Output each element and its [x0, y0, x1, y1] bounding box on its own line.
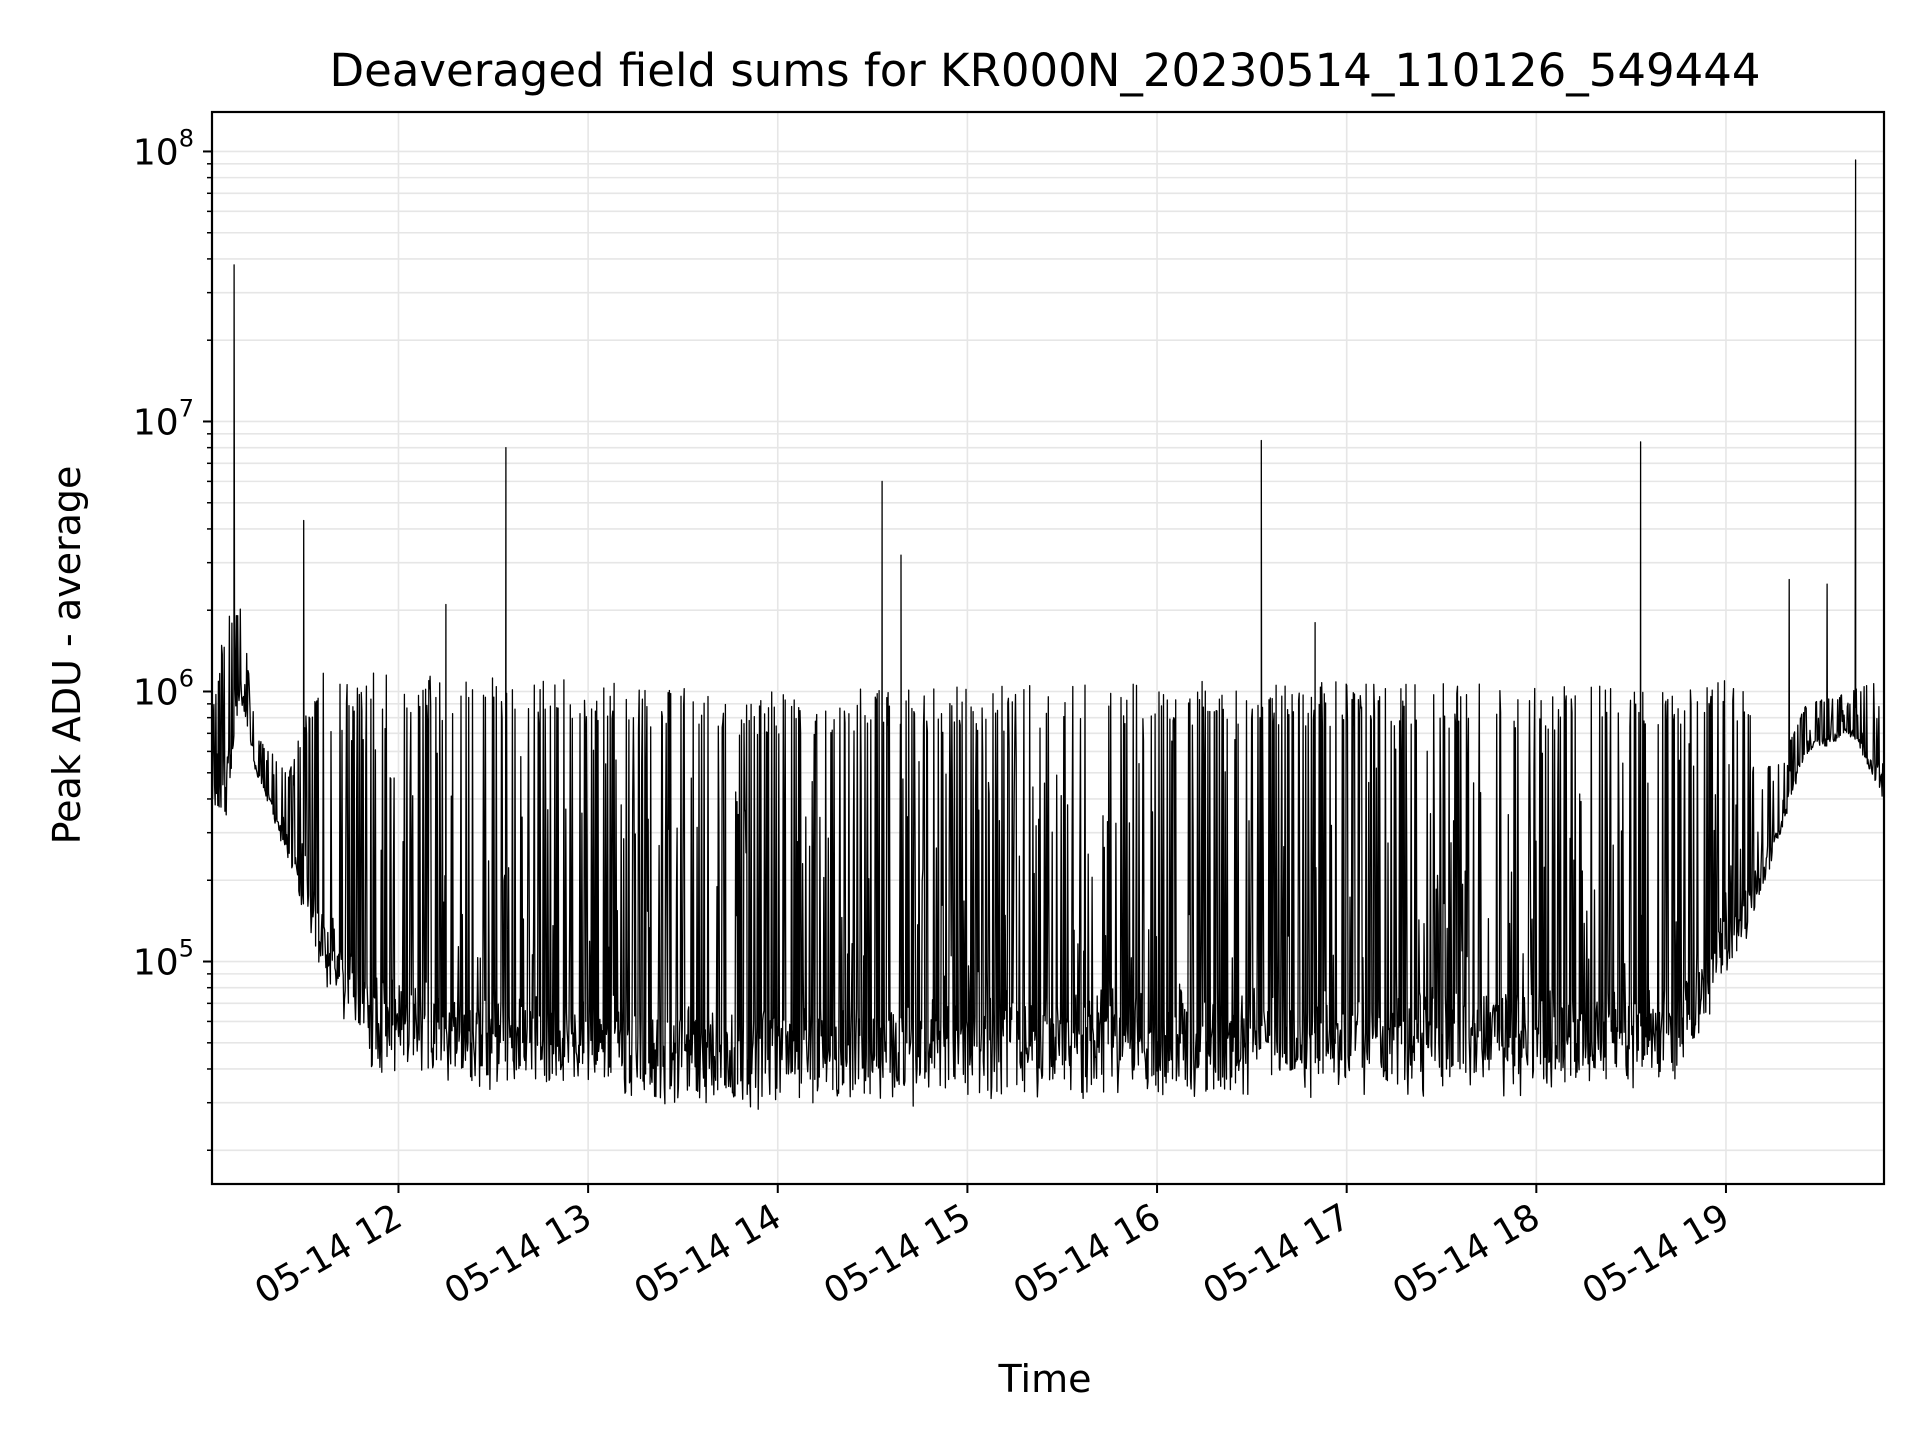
- plot-frame: [210, 110, 1886, 1186]
- y-tick-label: 105: [133, 935, 194, 984]
- y-tick-label: 108: [133, 124, 194, 173]
- chart-title: Deaveraged field sums for KR000N_2023051…: [330, 44, 1761, 97]
- y-axis-label: Peak ADU - average: [45, 466, 89, 845]
- y-tick-label: 106: [133, 665, 194, 714]
- series-path: [211, 159, 1885, 1110]
- x-axis-label: Time: [998, 1357, 1092, 1401]
- y-tick-label: 107: [133, 394, 194, 443]
- series-line: [211, 159, 1885, 1110]
